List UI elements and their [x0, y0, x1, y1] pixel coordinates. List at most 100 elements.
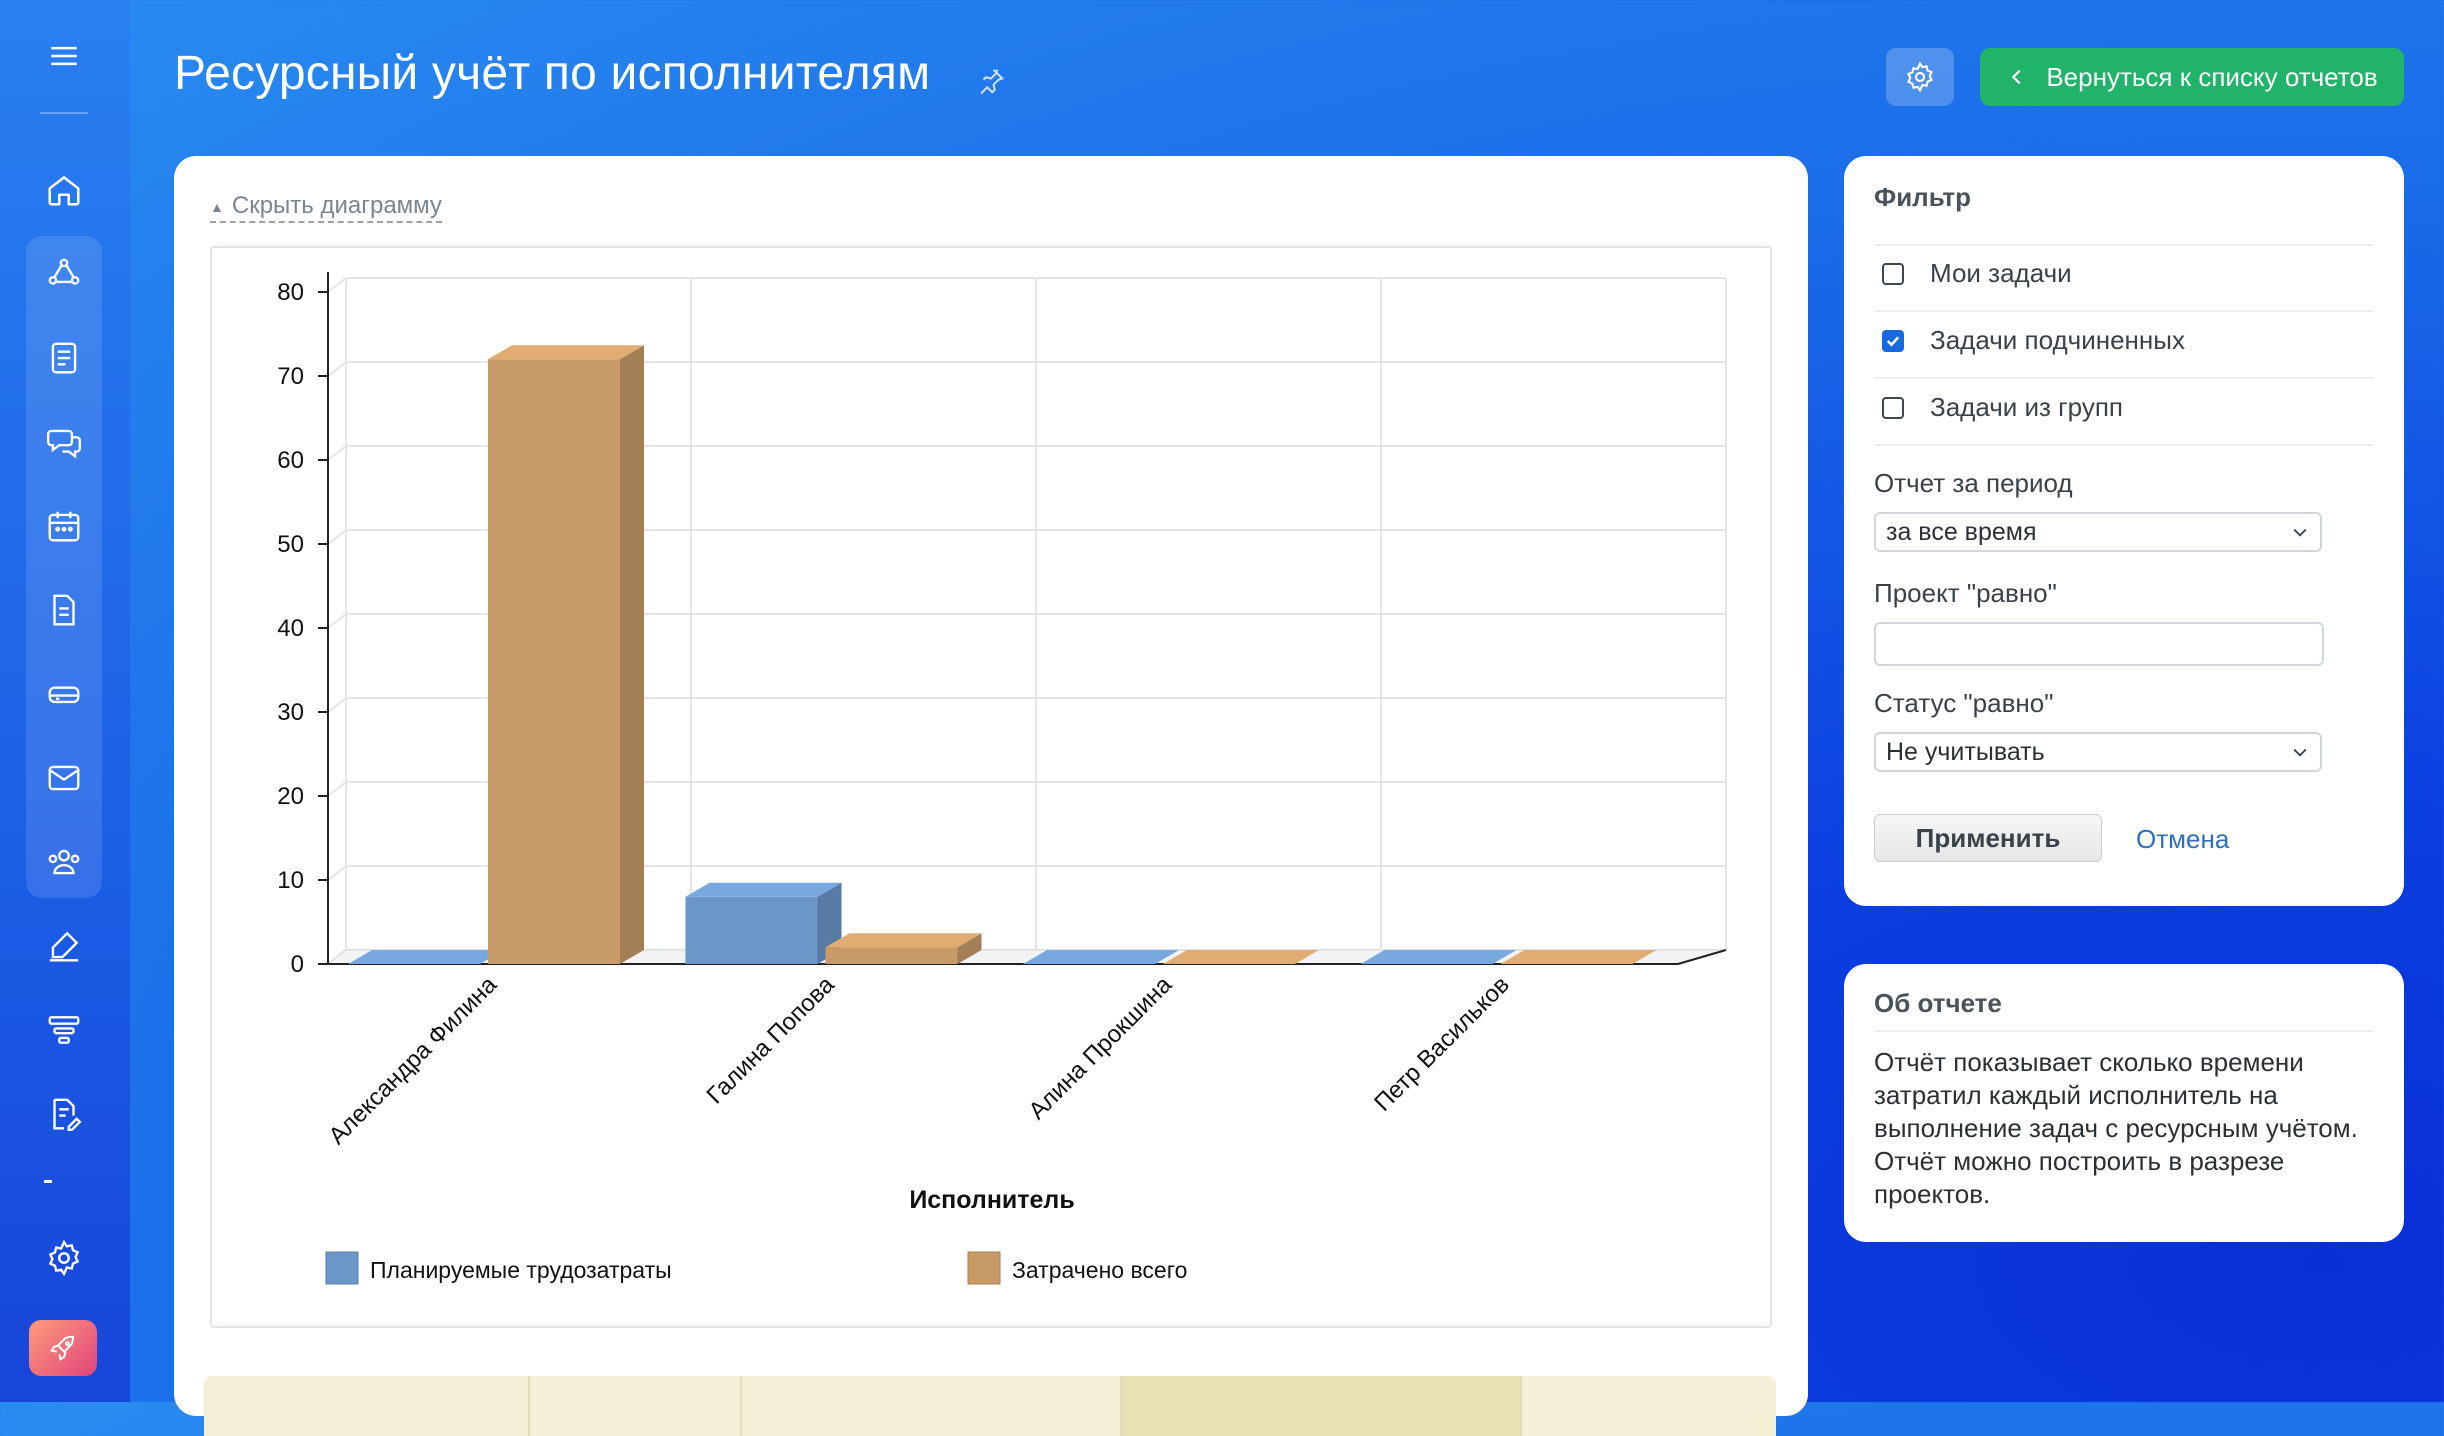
legend-swatch	[325, 1251, 359, 1285]
report-table-header	[204, 1376, 1776, 1436]
mail-icon[interactable]	[38, 752, 90, 804]
back-to-reports-button[interactable]: Вернуться к списку отчетов	[1980, 48, 2404, 106]
document-icon[interactable]	[38, 584, 90, 636]
cancel-link[interactable]: Отмена	[2136, 824, 2230, 854]
bar-top	[685, 882, 842, 897]
gridline	[327, 277, 347, 293]
sidebar-more-indicator	[44, 1180, 52, 1183]
y-tick-label: 80	[277, 279, 304, 306]
chat-icon[interactable]	[38, 416, 90, 468]
edit-doc-icon[interactable]	[38, 1088, 90, 1140]
chart-container: 0 10 20 30 40 50 60 70 80 Александра Филина Галина…	[210, 246, 1772, 1328]
tasks-icon[interactable]	[38, 332, 90, 384]
chevron-down-icon	[2293, 748, 2307, 757]
divider	[1874, 310, 2374, 312]
period-label: Отчет за период	[1874, 468, 2073, 498]
legend-swatch	[967, 1251, 1001, 1285]
apply-button[interactable]: Применить	[1874, 814, 2102, 862]
about-title: Об отчете	[1874, 988, 2002, 1018]
y-tick-label: 70	[277, 363, 304, 390]
table-header-active-column	[1120, 1376, 1520, 1436]
checkbox-label: Задачи подчиненных	[1930, 325, 2185, 355]
project-input[interactable]	[1874, 622, 2324, 666]
status-select[interactable]: Не учитывать	[1874, 732, 2322, 772]
sidebar-group	[26, 236, 102, 898]
table-column-divider	[1120, 1376, 1122, 1436]
nodes-icon[interactable]	[38, 248, 90, 300]
gridline	[327, 697, 347, 713]
x-tick-label: Александра Филина	[324, 971, 503, 1150]
gridline	[327, 865, 347, 881]
x-tick-label: Галина Попова	[702, 971, 841, 1110]
bar-side	[957, 933, 982, 964]
table-column-divider	[528, 1376, 530, 1436]
period-select[interactable]: за все время	[1874, 512, 2322, 552]
checkbox-label: Задачи из групп	[1930, 392, 2123, 422]
y-tick-label: 40	[277, 615, 304, 642]
bar-top	[1360, 950, 1517, 964]
menu-icon[interactable]	[38, 30, 90, 82]
divider	[1874, 1030, 2374, 1032]
gridline	[327, 613, 347, 629]
sign-icon[interactable]	[38, 920, 90, 972]
gridline	[327, 361, 347, 377]
bar-top	[348, 950, 504, 964]
bar	[825, 947, 958, 964]
divider	[1874, 244, 2374, 246]
back-button-label: Вернуться к списку отчетов	[2046, 61, 2378, 92]
bar-top	[488, 345, 644, 360]
legend-label: Затрачено всего	[1012, 1257, 1187, 1283]
checkbox[interactable]	[1882, 396, 1904, 419]
divider	[1874, 377, 2374, 379]
hide-chart-link[interactable]: ▲ Скрыть диаграмму	[210, 192, 442, 223]
gear-icon	[1907, 61, 1933, 93]
x-tick-label: Петр Васильков	[1369, 971, 1515, 1117]
y-tick-label: 20	[277, 783, 304, 810]
divider	[1874, 444, 2374, 446]
gridline	[327, 445, 347, 461]
status-select-value: Не учитывать	[1886, 737, 2045, 766]
gridline	[327, 529, 347, 545]
chevron-down-icon	[2293, 528, 2307, 537]
y-tick-label: 50	[277, 531, 304, 558]
y-tick-label: 60	[277, 447, 304, 474]
bar-top	[825, 933, 982, 948]
gridline	[327, 781, 347, 797]
about-report-panel: Об отчете Отчёт показывает сколько време…	[1844, 964, 2404, 1242]
bar-top	[1163, 950, 1319, 964]
funnel-icon[interactable]	[38, 1004, 90, 1056]
y-tick-label: 10	[277, 867, 304, 894]
rocket-icon[interactable]	[29, 1320, 97, 1376]
checkbox-label: Мои задачи	[1930, 258, 2072, 288]
legend-label: Планируемые трудозатраты	[370, 1257, 672, 1283]
bar	[488, 359, 620, 964]
y-tick-label: 30	[277, 699, 304, 726]
checkbox-group-tasks[interactable]: Задачи из групп	[1882, 392, 2123, 423]
checkbox-subordinate-tasks[interactable]: Задачи подчиненных	[1882, 325, 2185, 356]
checkbox-my-tasks[interactable]: Мои задачи	[1882, 258, 2072, 289]
hide-chart-label: Скрыть диаграмму	[231, 192, 442, 219]
bar-side	[620, 345, 644, 964]
table-column-divider	[740, 1376, 742, 1436]
settings-icon[interactable]	[38, 1232, 90, 1284]
x-axis-title: Исполнитель	[909, 1186, 1074, 1214]
sidebar-divider	[40, 112, 88, 114]
home-icon[interactable]	[38, 164, 90, 216]
pin-icon[interactable]	[976, 66, 1006, 96]
chevron-left-icon	[2012, 69, 2021, 85]
x-axis	[1677, 949, 1727, 965]
checkbox[interactable]	[1882, 262, 1904, 285]
report-settings-button[interactable]	[1886, 48, 1954, 106]
calendar-icon[interactable]	[38, 500, 90, 552]
report-card: ▲ Скрыть диаграмму 0 10 20 30 40 50 60 70 80 Алекс…	[174, 156, 1808, 1436]
drive-icon[interactable]	[38, 668, 90, 720]
page-title: Ресурсный учёт по исполнителям	[174, 47, 931, 100]
bar-top	[1500, 950, 1657, 964]
team-icon[interactable]	[38, 836, 90, 888]
left-sidebar	[0, 0, 130, 1402]
checkbox-checked[interactable]	[1882, 329, 1904, 352]
bar-chart: 0 10 20 30 40 50 60 70 80 Александра Филина Галина…	[277, 272, 1727, 1285]
bar-top	[1023, 950, 1179, 964]
x-tick-label: Алина Прокшина	[1024, 971, 1178, 1125]
status-label: Статус "равно"	[1874, 688, 2054, 718]
